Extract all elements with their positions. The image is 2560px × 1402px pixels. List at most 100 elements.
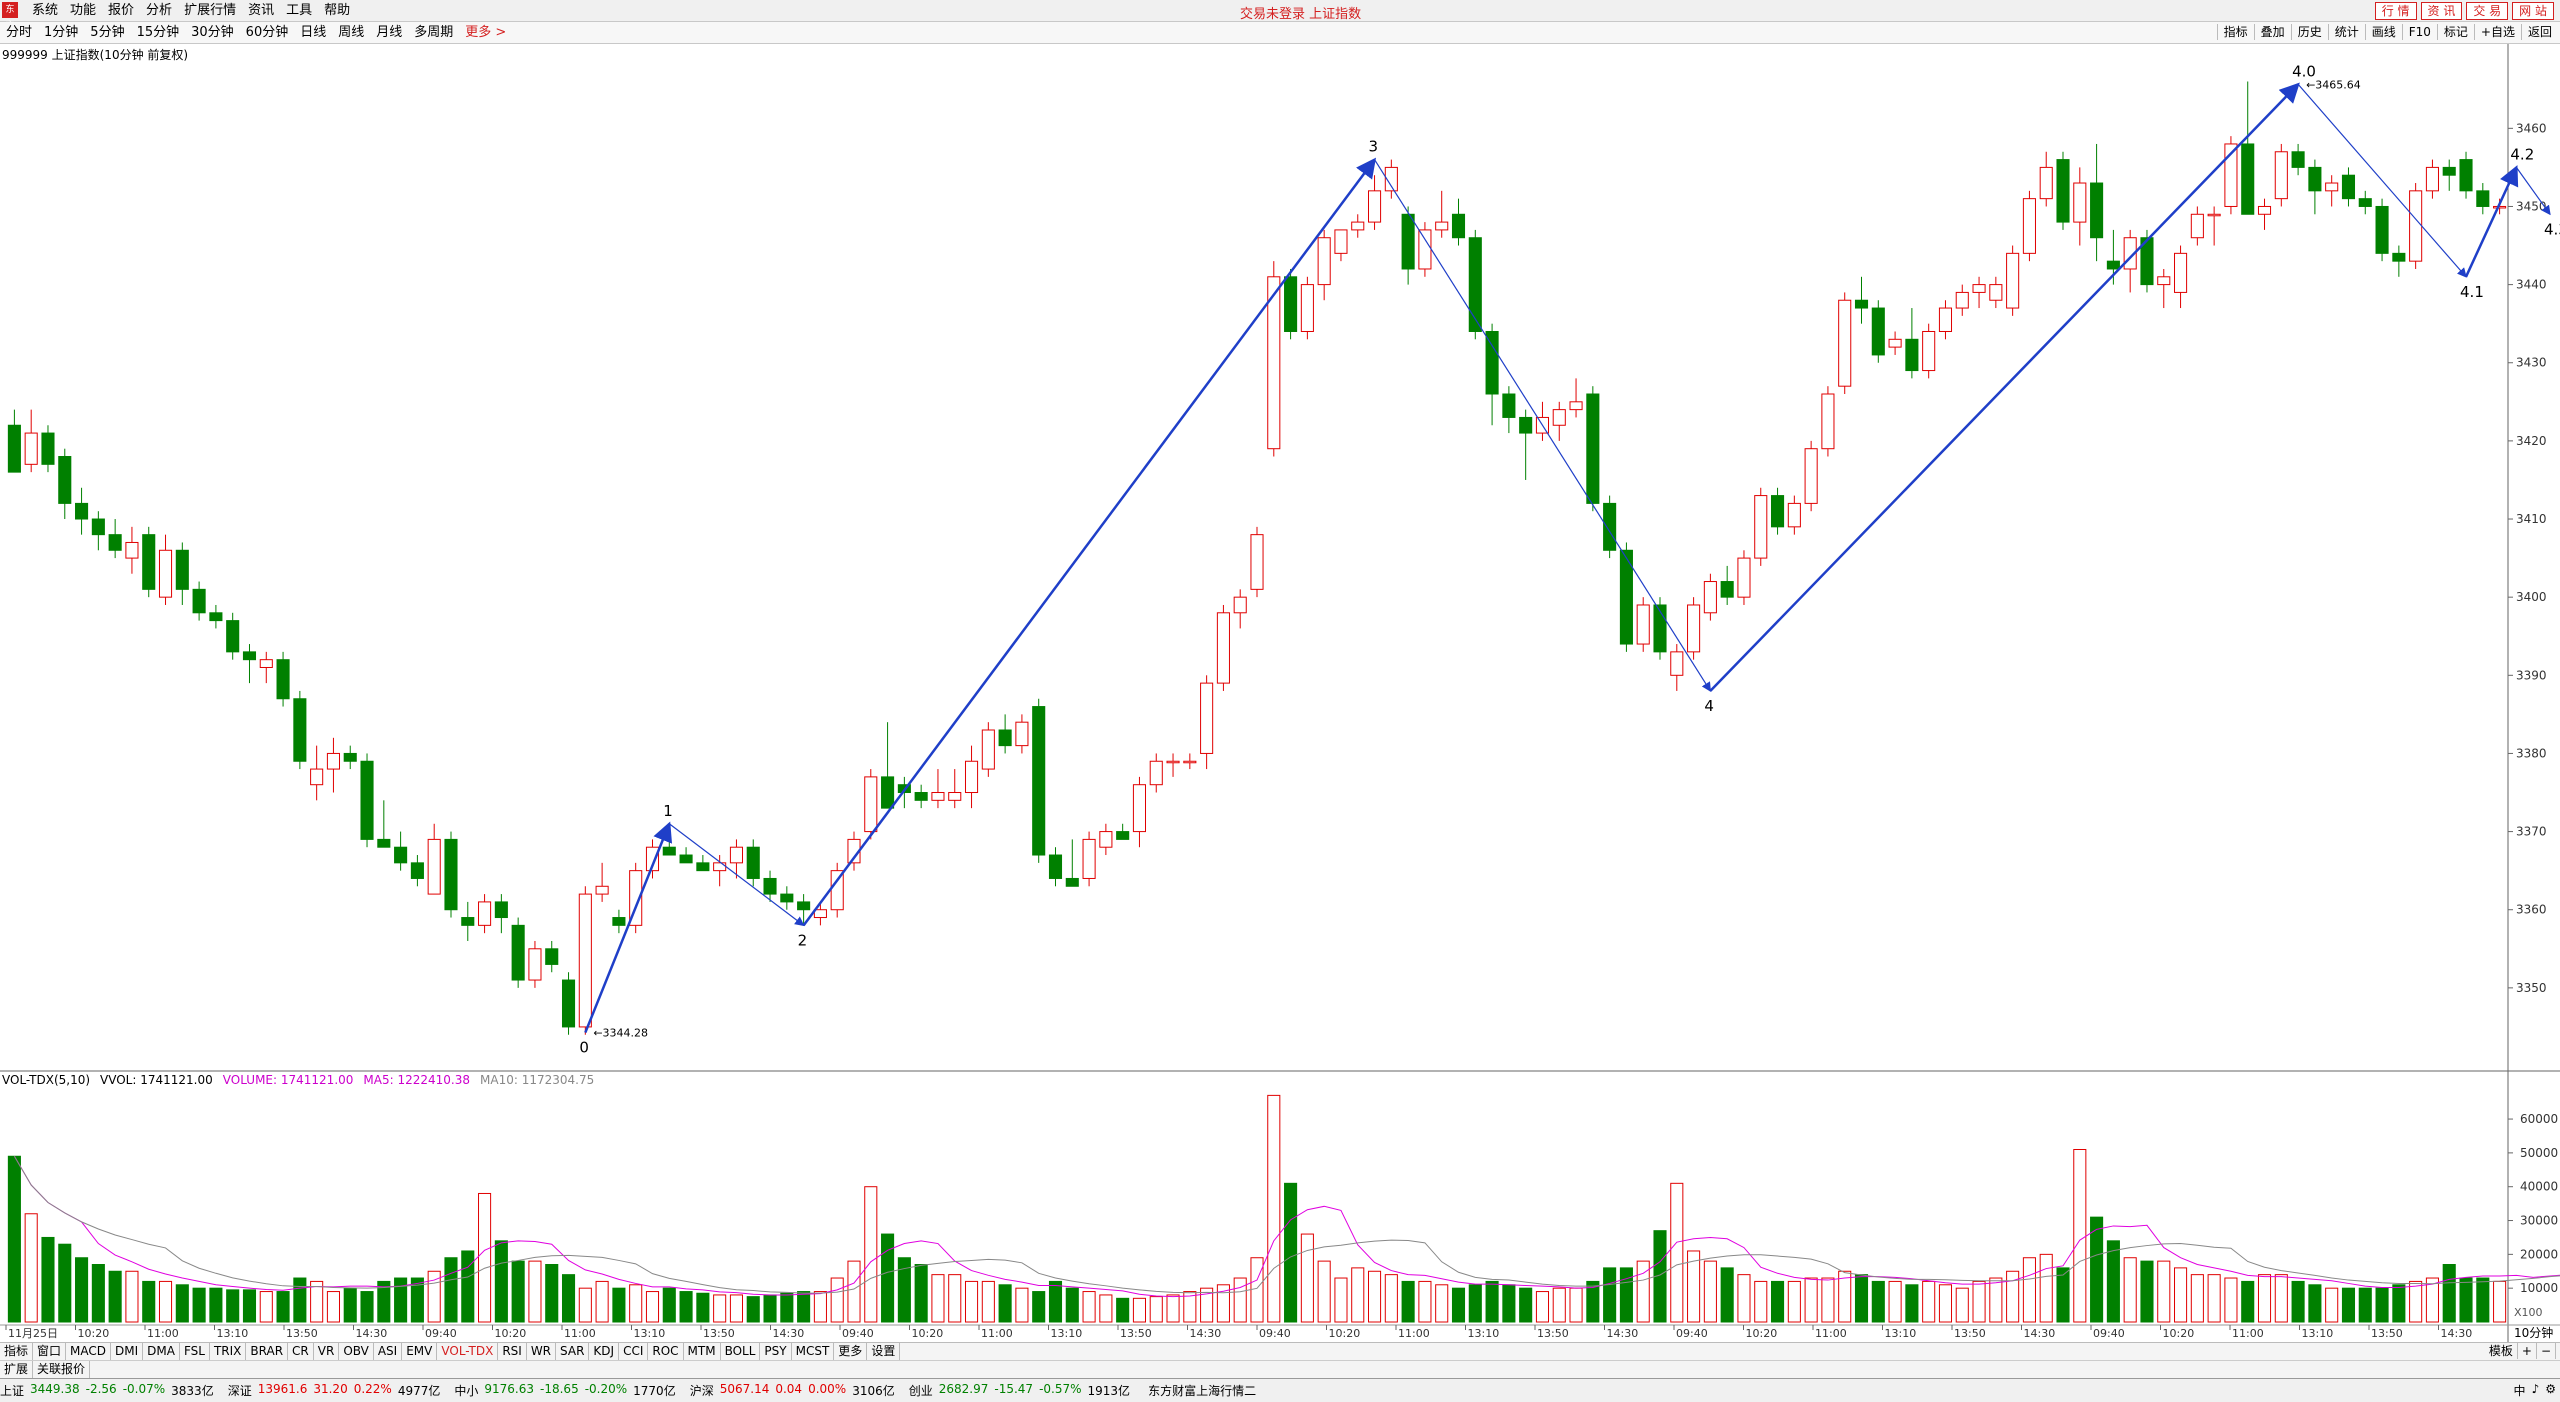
period-toolbar: 分时 1分钟 5分钟 15分钟 30分钟 60分钟 日线 周线 月线 多周期 更多 > 指标 叠加 历史… <box>0 22 2560 44</box>
chart-tool-1[interactable]: 叠加 <box>2253 24 2291 40</box>
indicator-tab-16[interactable]: SAR <box>556 1343 590 1360</box>
tray-icon-2[interactable]: ⚙ <box>2545 1382 2556 1396</box>
indicator-tab-14[interactable]: RSI <box>498 1343 527 1360</box>
indicator-control-2[interactable]: − <box>2537 1343 2556 1359</box>
indicator-tab-9[interactable]: VR <box>314 1343 340 1360</box>
indicator-tab-24[interactable]: 更多 <box>834 1343 868 1360</box>
tray-icon-1[interactable]: ♪ <box>2531 1382 2540 1396</box>
period-4[interactable]: 30分钟 <box>191 25 234 40</box>
chart-tool-3[interactable]: 统计 <box>2327 24 2365 40</box>
period-5[interactable]: 60分钟 <box>245 25 289 40</box>
top-button-1[interactable]: 资 讯 <box>2420 2 2463 20</box>
indicator-tab-1[interactable]: 窗口 <box>33 1343 67 1360</box>
volume-bar <box>1787 1280 1801 1323</box>
menu-item-6[interactable]: 工具 <box>286 3 313 18</box>
quote-0[interactable]: 上证 3449.38 -2.56 -0.07% 3833亿 <box>0 1382 214 1399</box>
indicator-tab-17[interactable]: KDJ <box>589 1343 620 1360</box>
indicator-control-1[interactable]: + <box>2518 1343 2537 1359</box>
indicator-tab-2[interactable]: MACD <box>66 1343 112 1360</box>
time-tick-label: 14:30 <box>1607 1327 1639 1340</box>
indicator-tab-20[interactable]: MTM <box>684 1343 721 1360</box>
candle-body <box>864 776 878 833</box>
indicator-tab-7[interactable]: BRAR <box>246 1343 289 1360</box>
period-2[interactable]: 5分钟 <box>90 25 125 40</box>
chart-tool-0[interactable]: 指标 <box>2216 24 2254 40</box>
indicator-tab-6[interactable]: TRIX <box>210 1343 247 1360</box>
menu-item-0[interactable]: 系统 <box>32 3 59 18</box>
candle-body <box>2241 143 2255 215</box>
candle-body <box>561 979 576 1028</box>
candle-body <box>242 651 257 661</box>
indicator-tab-0[interactable]: 指标 <box>0 1343 34 1360</box>
period-0[interactable]: 分时 <box>6 25 33 40</box>
volume-tick-label: 10000 <box>2520 1281 2558 1295</box>
volume-bar <box>209 1287 223 1323</box>
indicator-tab-25[interactable]: 设置 <box>867 1343 901 1360</box>
indicator-tab-4[interactable]: DMA <box>143 1343 180 1360</box>
time-tick-label: 09:40 <box>1259 1327 1291 1340</box>
indicator-control-0[interactable]: 模板 <box>2485 1343 2518 1359</box>
period-1[interactable]: 1分钟 <box>44 25 79 40</box>
chart-tool-2[interactable]: 历史 <box>2290 24 2328 40</box>
candle-body <box>1603 502 1617 551</box>
indicator-tab-12[interactable]: EMV <box>402 1343 438 1360</box>
menu-item-7[interactable]: 帮助 <box>324 3 351 18</box>
period-7[interactable]: 周线 <box>338 25 365 40</box>
candle-body <box>444 838 458 911</box>
candle-body <box>1687 604 1701 653</box>
sub-tab-0[interactable]: 扩展 <box>0 1361 34 1378</box>
quote-1[interactable]: 深证 13961.6 31.20 0.22% 4977亿 <box>228 1382 441 1399</box>
indicator-tab-18[interactable]: CCI <box>619 1343 649 1360</box>
kline-chart[interactable]: 3350336033703380339034003410342034303440… <box>0 44 2560 1342</box>
indicator-tab-21[interactable]: BOLL <box>721 1343 761 1360</box>
chart-tool-6[interactable]: 标记 <box>2436 24 2474 40</box>
quote-2[interactable]: 中小 9176.63 -18.65 -0.20% 1770亿 <box>454 1382 675 1399</box>
period-6[interactable]: 日线 <box>300 25 327 40</box>
volume-bar <box>830 1277 844 1323</box>
volume-bar <box>645 1291 660 1323</box>
quote-3[interactable]: 沪深 5067.14 0.04 0.00% 3106亿 <box>690 1382 895 1399</box>
period-10[interactable]: 更多 > <box>465 25 507 40</box>
candle-body <box>746 846 760 879</box>
price-tick-label: 3370 <box>2516 825 2547 839</box>
menu-item-5[interactable]: 资讯 <box>248 3 275 18</box>
indicator-tab-23[interactable]: MCST <box>792 1343 835 1360</box>
volume-bar <box>1401 1280 1415 1323</box>
candle-body <box>478 901 492 926</box>
candle-body <box>410 862 424 879</box>
volume-bar <box>2274 1274 2288 1323</box>
period-8[interactable]: 月线 <box>376 25 403 40</box>
menu-item-2[interactable]: 报价 <box>108 3 135 18</box>
top-button-0[interactable]: 行 情 <box>2374 2 2417 20</box>
indicator-tab-8[interactable]: CR <box>288 1343 314 1360</box>
indicator-tab-5[interactable]: FSL <box>180 1343 210 1360</box>
menu-item-4[interactable]: 扩展行情 <box>184 3 237 18</box>
chart-tool-8[interactable]: 返回 <box>2520 24 2558 40</box>
quote-4[interactable]: 创业 2682.97 -15.47 -0.57% 1913亿 <box>909 1382 1130 1399</box>
indicator-tab-11[interactable]: ASI <box>374 1343 403 1360</box>
candle-body <box>1569 401 1583 411</box>
period-9[interactable]: 多周期 <box>414 25 454 40</box>
indicator-tab-19[interactable]: ROC <box>648 1343 684 1360</box>
candle-body <box>2056 159 2070 223</box>
menu-item-3[interactable]: 分析 <box>146 3 173 18</box>
price-tick-label: 3350 <box>2516 981 2547 995</box>
candle-body <box>158 549 173 598</box>
sub-tab-1[interactable]: 关联报价 <box>33 1361 91 1378</box>
period-3[interactable]: 15分钟 <box>136 25 180 40</box>
indicator-tab-15[interactable]: WR <box>527 1343 557 1360</box>
chart-tool-4[interactable]: 画线 <box>2364 24 2402 40</box>
candle-body <box>175 549 189 590</box>
top-button-2[interactable]: 交 易 <box>2466 2 2509 20</box>
chart-tool-5[interactable]: F10 <box>2401 24 2437 40</box>
chart-tool-7[interactable]: +自选 <box>2473 24 2521 40</box>
indicator-tab-13[interactable]: VOL-TDX <box>437 1343 499 1360</box>
tray-icon-0[interactable]: 中 <box>2513 1384 2526 1398</box>
time-tick-label: 11:00 <box>2232 1327 2264 1340</box>
candle-body <box>1485 330 1499 395</box>
indicator-tab-22[interactable]: PSY <box>760 1343 792 1360</box>
top-button-3[interactable]: 网 站 <box>2512 2 2554 20</box>
indicator-tab-3[interactable]: DMI <box>111 1343 144 1360</box>
menu-item-1[interactable]: 功能 <box>70 3 97 18</box>
indicator-tab-10[interactable]: OBV <box>339 1343 374 1360</box>
